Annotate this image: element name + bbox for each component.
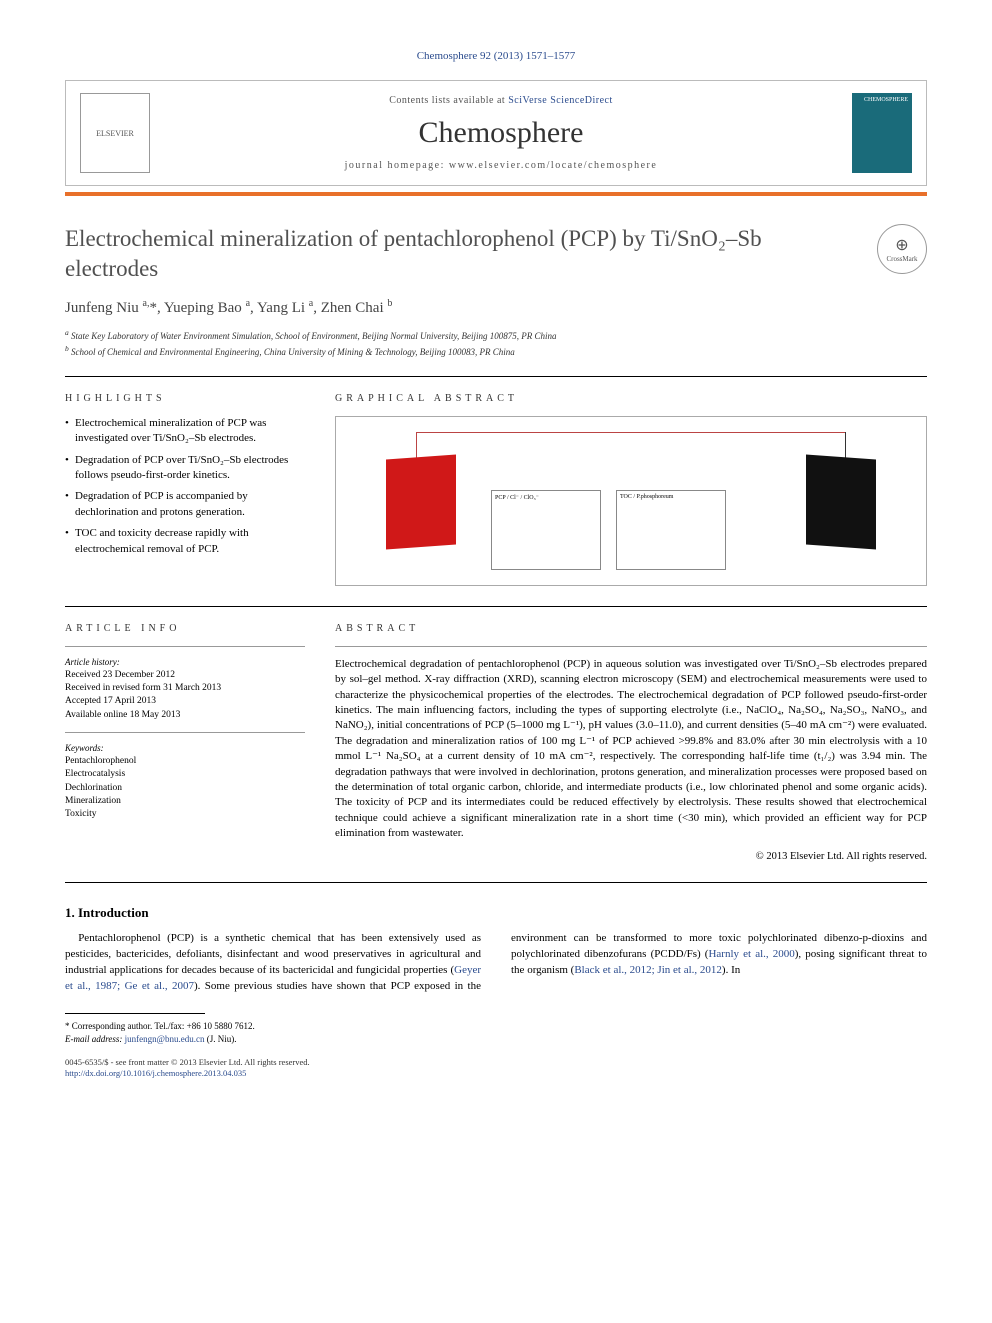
ga-mini-chart-1: PCP / Cl⁻ / ClO₃⁻ — [491, 490, 601, 570]
citation-line: Chemosphere 92 (2013) 1571–1577 — [65, 50, 927, 62]
introduction-body: Pentachlorophenol (PCP) is a synthetic c… — [65, 931, 927, 995]
corresponding-author: * Corresponding author. Tel./fax: +86 10… — [65, 1020, 927, 1045]
article-info-label: ARTICLE INFO — [65, 623, 305, 634]
affiliations: a State Key Laboratory of Water Environm… — [65, 327, 927, 360]
abstract-label: ABSTRACT — [335, 623, 927, 634]
doi-link[interactable]: http://dx.doi.org/10.1016/j.chemosphere.… — [65, 1068, 246, 1078]
contents-list-line: Contents lists available at SciVerse Sci… — [164, 95, 838, 106]
highlight-item: Degradation of PCP is accompanied by dec… — [65, 489, 305, 520]
highlights-list: Electrochemical mineralization of PCP wa… — [65, 416, 305, 557]
copyright-line: © 2013 Elsevier Ltd. All rights reserved… — [335, 851, 927, 862]
highlight-item: Degradation of PCP over Ti/SnO₂–Sb elect… — [65, 453, 305, 484]
journal-name: Chemosphere — [164, 116, 838, 150]
abstract-text: Electrochemical degradation of pentachlo… — [335, 657, 927, 842]
article-history: Received 23 December 2012 Received in re… — [65, 669, 305, 722]
introduction-heading: 1. Introduction — [65, 905, 927, 921]
graphical-abstract-figure: PCP / Cl⁻ / ClO₃⁻ TOC / P.phosphoreum — [335, 416, 927, 586]
keywords-head: Keywords: — [65, 743, 305, 753]
highlights-label: HIGHLIGHTS — [65, 393, 305, 404]
keywords-list: Pentachlorophenol Electrocatalysis Dechl… — [65, 755, 305, 821]
highlight-item: Electrochemical mineralization of PCP wa… — [65, 416, 305, 447]
journal-homepage: journal homepage: www.elsevier.com/locat… — [164, 160, 838, 171]
elsevier-logo: ELSEVIER — [80, 93, 150, 173]
author-list: Junfeng Niu a,*, Yueping Bao a, Yang Li … — [65, 298, 927, 317]
article-history-head: Article history: — [65, 657, 305, 667]
email-link[interactable]: junfengn@bnu.edu.cn — [125, 1034, 205, 1044]
accent-bar — [65, 192, 927, 196]
sciencedirect-link[interactable]: SciVerse ScienceDirect — [508, 95, 613, 106]
crossmark-icon[interactable]: ⊕ CrossMark — [877, 224, 927, 274]
separator — [65, 882, 927, 883]
highlight-item: TOC and toxicity decrease rapidly with e… — [65, 526, 305, 557]
graphical-abstract-label: GRAPHICAL ABSTRACT — [335, 393, 927, 404]
journal-header: ELSEVIER Contents lists available at Sci… — [65, 80, 927, 186]
anode-graphic — [386, 454, 456, 549]
citation-link[interactable]: Black et al., 2012; Jin et al., 2012 — [574, 964, 722, 976]
footnote-separator — [65, 1013, 205, 1014]
citation-link[interactable]: Harnly et al., 2000 — [708, 948, 794, 960]
article-title: Electrochemical mineralization of pentac… — [65, 224, 857, 284]
footer-issn-doi: 0045-6535/$ - see front matter © 2013 El… — [65, 1057, 927, 1079]
contents-prefix: Contents lists available at — [389, 95, 508, 106]
cathode-graphic — [806, 454, 876, 549]
journal-cover-thumbnail: CHEMOSPHERE — [852, 93, 912, 173]
homepage-url[interactable]: www.elsevier.com/locate/chemosphere — [449, 160, 657, 171]
ga-mini-chart-2: TOC / P.phosphoreum — [616, 490, 726, 570]
